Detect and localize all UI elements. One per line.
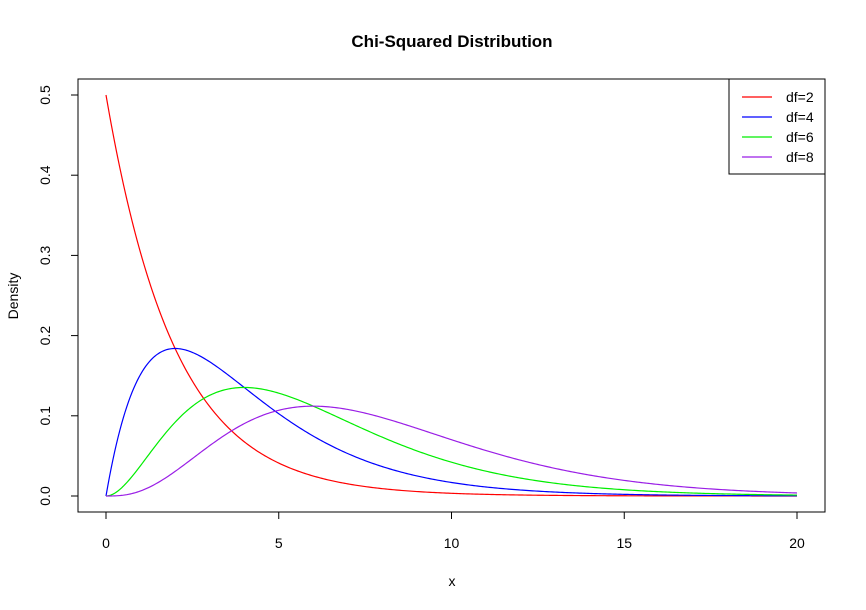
- y-tick-label: 0.5: [37, 85, 53, 105]
- legend-label: df=8: [786, 149, 814, 165]
- series-line-df-8: [106, 405, 798, 497]
- series-lines: [105, 94, 798, 497]
- x-tick-label: 15: [616, 535, 632, 551]
- series-line-df-2: [105, 94, 797, 497]
- x-tick-label: 5: [275, 535, 283, 551]
- y-tick-label: 0.4: [37, 165, 53, 185]
- x-tick-label: 10: [444, 535, 460, 551]
- y-tick-label: 0.1: [37, 406, 53, 426]
- series-line-df-4: [105, 347, 798, 497]
- legend-label: df=4: [786, 109, 814, 125]
- x-axis: 0 5 10 15 20: [102, 511, 805, 551]
- legend-label: df=6: [786, 129, 814, 145]
- y-tick-label: 0.3: [37, 245, 53, 265]
- y-tick-label: 0.2: [37, 326, 53, 346]
- x-axis-label: x: [449, 573, 456, 589]
- legend-box: [728, 78, 826, 175]
- y-axis-label: Density: [5, 273, 21, 320]
- plot-area-border: [77, 78, 826, 513]
- x-tick-label: 0: [102, 535, 110, 551]
- legend: df=2 df=4 df=6 df=8: [728, 78, 826, 175]
- chart-title: Chi-Squared Distribution: [351, 32, 552, 51]
- y-tick-label: 0.0: [37, 486, 53, 506]
- series-line-df-6: [105, 386, 798, 497]
- legend-label: df=2: [786, 89, 814, 105]
- x-tick-label: 20: [789, 535, 805, 551]
- y-axis: 0.0 0.1 0.2 0.3 0.4 0.5: [37, 85, 79, 506]
